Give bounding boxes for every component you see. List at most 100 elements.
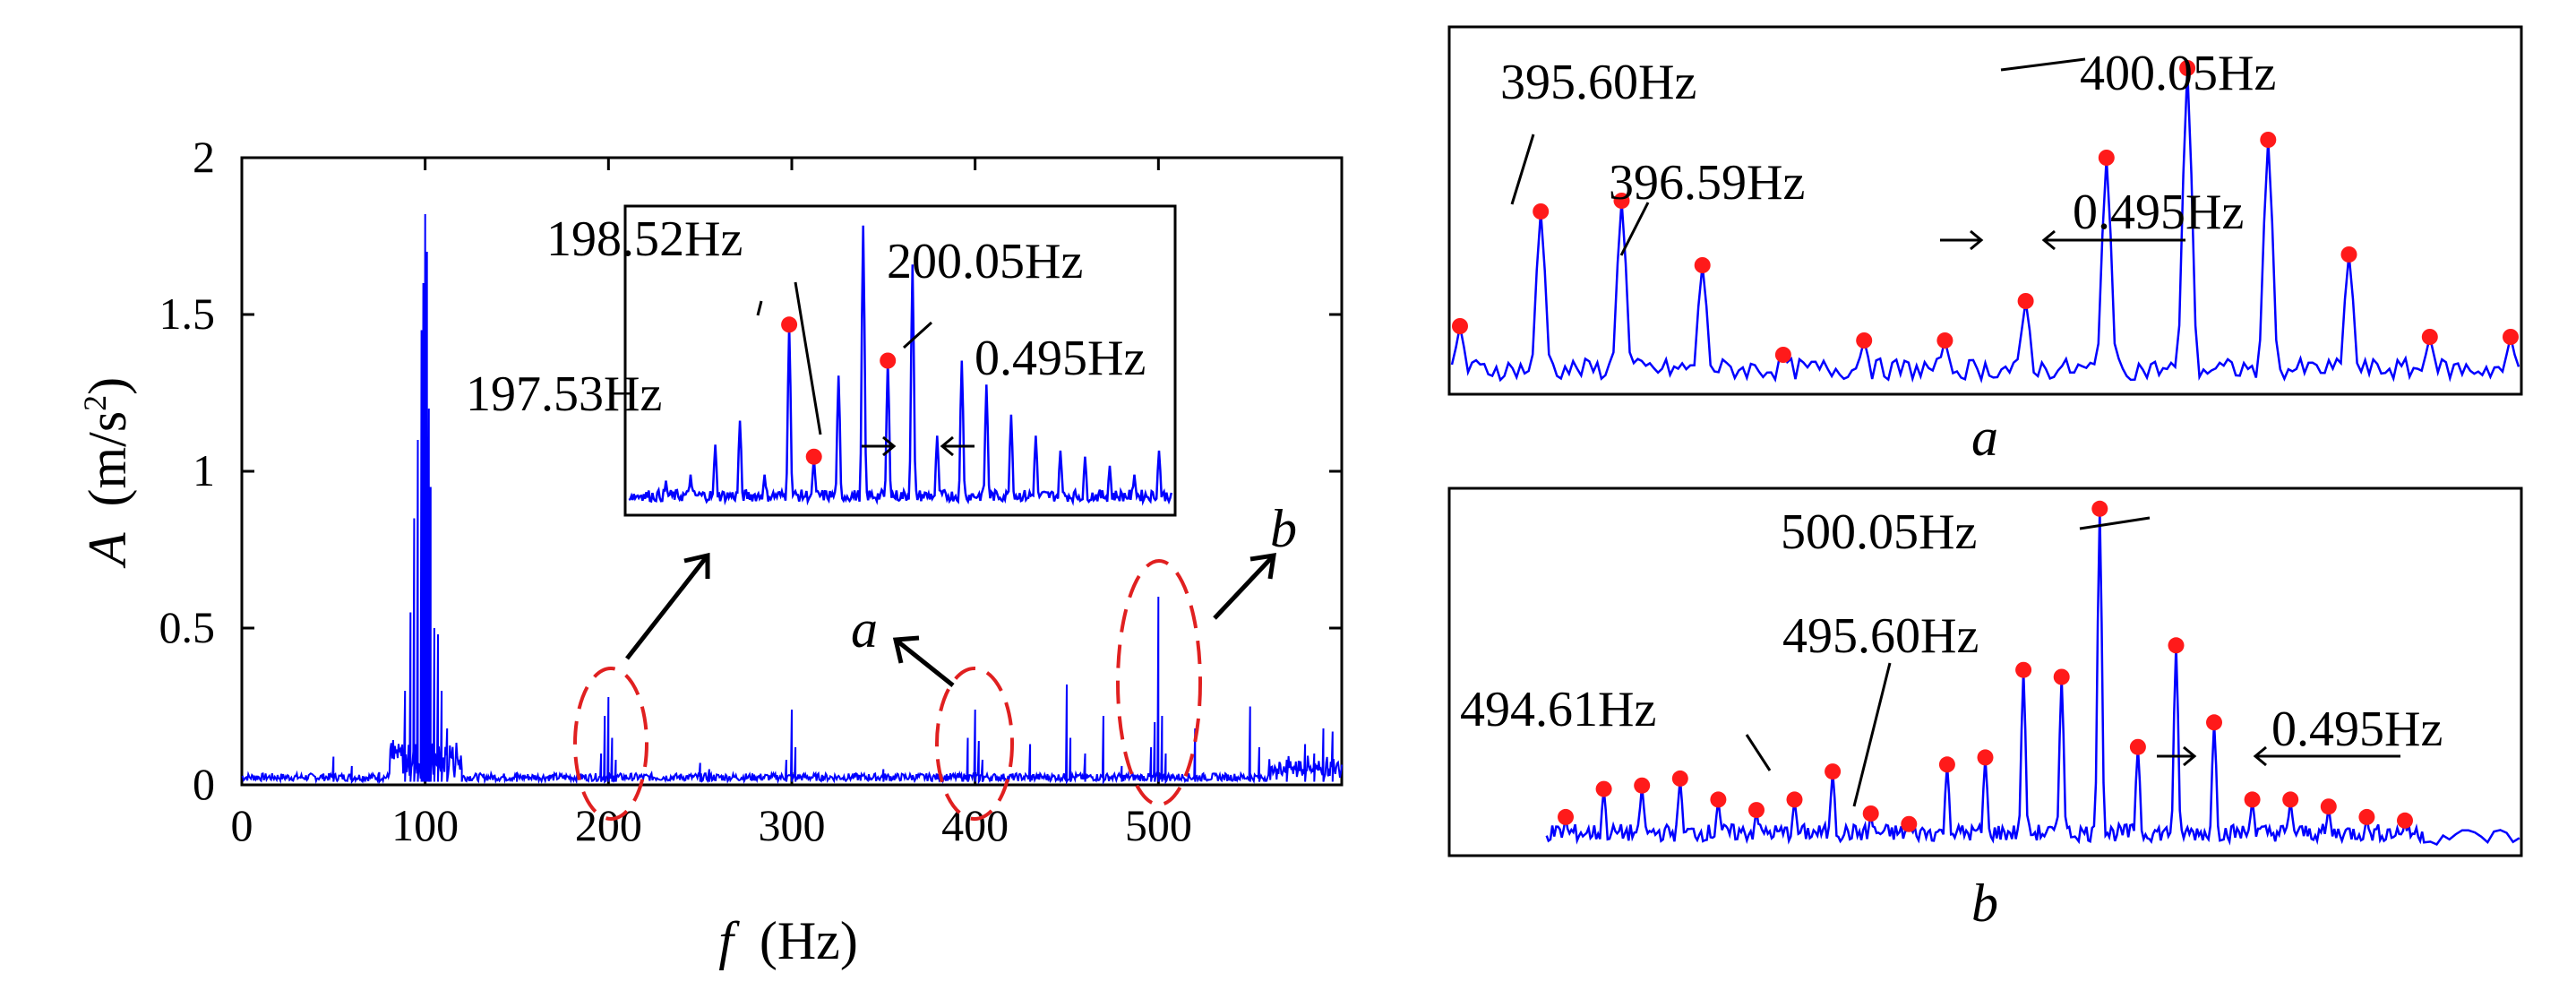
panel-a-peak-marker <box>1936 332 1953 349</box>
inset-peak-markers <box>781 316 897 465</box>
panel-a-peak-marker <box>1613 193 1630 209</box>
highlight-ellipse-400 <box>935 667 1014 821</box>
panel-a-peak-marker <box>2098 150 2115 166</box>
inset-peak-marker <box>805 448 822 465</box>
panel-b-caption: b <box>1971 874 1998 933</box>
arrow-to-inset-head <box>683 552 710 579</box>
panel-a-peak-marker <box>2260 132 2277 148</box>
panel-b-frame <box>1447 487 2523 857</box>
panel-b-peak-marker <box>1634 777 1651 794</box>
panel-b-label-500: 500.05Hz <box>1781 504 1977 560</box>
panel-b-arrows <box>1745 516 2400 807</box>
arrow-to-a-head <box>892 635 920 664</box>
highlight-ellipse-500 <box>1116 559 1202 806</box>
highlight-label-b: b <box>1270 499 1297 558</box>
panel-a-frame <box>1447 25 2523 396</box>
highlight-ellipse-200 <box>573 667 648 821</box>
panel-b-peak-marker <box>2091 500 2108 517</box>
panel-b-peak-marker <box>2397 812 2413 829</box>
panel-a-arrows <box>1510 57 2185 256</box>
main-y-label-close: ) <box>78 377 137 395</box>
panel-b-peak-marker <box>2358 808 2375 825</box>
main-spectrum-line <box>241 213 1343 786</box>
main-x-tick-label: 400 <box>941 800 1009 850</box>
panel-a-label-395: 395.60Hz <box>1500 55 1696 110</box>
inset-label-spacing: 0.495Hz <box>975 331 1146 386</box>
main-y-tick-label: 1 <box>193 445 215 495</box>
inset-annotation-arrows <box>756 281 975 457</box>
panel-b-peak-marker <box>1710 791 1727 808</box>
panel-a-peak-marker <box>2421 329 2438 345</box>
panel-b-peak-marker <box>1977 749 1994 766</box>
main-x-label-symbol: f <box>718 911 740 970</box>
panel-a-peak-marker <box>2179 60 2196 76</box>
inset-label-197: 197.53Hz <box>466 366 662 422</box>
panel-b-peak-marker <box>2206 714 2222 731</box>
panel-a-label-spacing: 0.495Hz <box>2073 185 2244 240</box>
panel-b-peak-marker <box>1862 805 1879 822</box>
panel-a-peak-marker <box>1533 203 1550 220</box>
panel-b-peak-marker <box>1901 815 1918 832</box>
panel-b-peak-marker <box>2015 661 2032 678</box>
main-y-label-symbol: A <box>78 532 137 569</box>
panel-b: 494.61Hz 495.60Hz 500.05Hz 0.495Hz b <box>1447 487 2523 933</box>
main-y-tick-label: 0 <box>193 759 215 809</box>
panel-a-label-400: 400.05Hz <box>2080 46 2276 101</box>
panel-b-peak-marker <box>2053 668 2070 685</box>
main-x-tick-label: 500 <box>1125 800 1192 850</box>
panel-b-peak-marker <box>1595 780 1612 797</box>
inset-spectrum-line <box>628 225 1173 506</box>
main-x-label-unit: (Hz) <box>760 911 858 970</box>
main-x-tick-label: 200 <box>575 800 642 850</box>
main-x-ticks: 0 100 200 300 400 500 <box>231 158 1192 850</box>
inset-label-200: 200.05Hz <box>887 234 1083 289</box>
panel-b-label-spacing: 0.495Hz <box>2271 702 2443 757</box>
arrow-to-b <box>1213 554 1275 620</box>
main-y-tick-label: 0.5 <box>159 602 216 652</box>
panel-b-peak-marker <box>1671 770 1688 787</box>
panel-b-peak-marker <box>2129 738 2146 755</box>
panel-b-peak-marker <box>2282 791 2299 808</box>
main-y-label-unit: (m/s <box>78 411 137 507</box>
highlight-label-a: a <box>851 599 878 659</box>
arrow-to-inset <box>625 554 709 660</box>
arrow-to-b-head <box>1249 553 1276 580</box>
main-y-label: A (m/s2) <box>77 377 137 569</box>
main-y-tick-label: 1.5 <box>159 289 216 339</box>
panel-b-label-494: 494.61Hz <box>1460 682 1656 737</box>
panel-a-spectrum-line <box>1450 67 2520 383</box>
panel-a-peak-marker <box>1856 332 1873 349</box>
panel-a-peak-marker <box>1774 347 1791 363</box>
panel-a-peak-marker <box>1452 318 1468 334</box>
panel-a-caption: a <box>1971 408 1998 467</box>
main-y-label-exp: 2 <box>77 395 113 411</box>
main-y-ticks: 0 0.5 1 1.5 2 <box>159 132 1342 809</box>
panel-b-spectrum-line <box>1545 508 2520 847</box>
panel-a-peak-marker <box>2017 293 2034 309</box>
main-y-tick-label: 2 <box>193 132 215 182</box>
arrow-to-a <box>894 638 955 687</box>
panel-b-peak-markers <box>1558 500 2413 832</box>
panel-b-peak-marker <box>2168 637 2185 654</box>
panel-a-peak-marker <box>2503 329 2519 345</box>
inset-label-198: 198.52Hz <box>546 211 743 267</box>
inset-peak-marker <box>880 352 897 369</box>
main-x-tick-label: 0 <box>231 800 253 850</box>
callout-arrows <box>625 552 1276 687</box>
panel-a-peak-markers <box>1452 60 2519 363</box>
panel-b-peak-marker <box>2244 791 2261 808</box>
panel-a-label-396: 396.59Hz <box>1609 155 1805 211</box>
panel-b-label-495: 495.60Hz <box>1782 608 1979 664</box>
main-x-label: f (Hz) <box>718 911 858 970</box>
panel-a: 395.60Hz 396.59Hz 400.05Hz 0.495Hz a <box>1447 25 2523 467</box>
inset-zoom: 198.52Hz 200.05Hz 197.53Hz 0.495Hz <box>466 204 1177 517</box>
main-x-tick-label: 100 <box>391 800 459 850</box>
panel-a-peak-marker <box>1694 257 1711 273</box>
inset-peak-marker <box>781 316 798 333</box>
panel-b-peak-marker <box>1938 756 1955 773</box>
panel-a-peak-marker <box>2340 246 2357 263</box>
panel-b-peak-marker <box>1558 808 1574 825</box>
panel-b-peak-marker <box>1748 802 1765 819</box>
main-x-tick-label: 300 <box>759 800 826 850</box>
